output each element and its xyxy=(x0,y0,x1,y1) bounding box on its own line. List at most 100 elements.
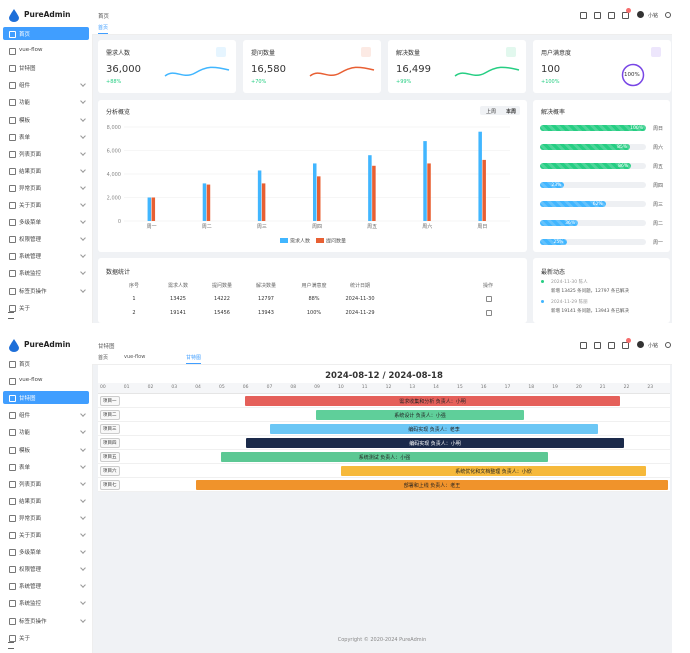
row-line xyxy=(98,463,670,464)
user-name[interactable]: 小铭 xyxy=(648,13,659,19)
tab[interactable]: 首页 xyxy=(98,24,109,34)
user-name[interactable]: 小铭 xyxy=(648,343,659,349)
header-icon[interactable] xyxy=(622,342,629,349)
menu-item[interactable]: 结果页面 xyxy=(3,494,89,507)
toggle-option[interactable]: 上周 xyxy=(486,109,497,115)
menu-item[interactable]: 组件 xyxy=(3,408,89,421)
progress-label: 85% xyxy=(617,144,628,150)
collapse-icon[interactable] xyxy=(8,642,14,649)
collapse-icon[interactable] xyxy=(8,312,14,319)
menu-text: vue-flow xyxy=(19,47,43,54)
toggle-option[interactable]: 本周 xyxy=(506,109,517,115)
menu-item[interactable]: 异常页面 xyxy=(3,511,89,524)
menu-text: 关于页面 xyxy=(19,203,42,209)
menu-item[interactable]: 表单 xyxy=(3,460,89,473)
menu-item[interactable]: 系统管理 xyxy=(3,249,89,262)
bar xyxy=(313,163,317,221)
card-value: 16,580 xyxy=(251,64,286,75)
menu-item[interactable]: 系统监控 xyxy=(3,266,89,279)
menu-text: 组件 xyxy=(19,83,31,90)
menu-item[interactable]: 功能 xyxy=(3,95,89,108)
gantt-panel: 2024-08-12 / 2024-08-18 00 01 02 03 04 05 06 07 0… xyxy=(98,365,670,492)
menu-item[interactable]: 权限管理 xyxy=(3,232,89,245)
tab[interactable]: 甘特图 xyxy=(186,354,202,364)
bar xyxy=(206,184,211,221)
menu-item[interactable]: 首页 xyxy=(3,27,89,40)
gantt-bar[interactable]: 编码实现 负责人：老李 xyxy=(270,424,598,434)
menu-item[interactable]: 结果页面 xyxy=(3,164,89,177)
settings-icon[interactable] xyxy=(665,342,671,348)
menu-item[interactable]: 异常页面 xyxy=(3,181,89,194)
header-icon[interactable] xyxy=(580,12,587,19)
settings-icon[interactable] xyxy=(665,12,671,18)
gantt-bar[interactable]: 需求收集和分析 负责人：小明 xyxy=(245,396,620,406)
hour-label: 16 xyxy=(480,385,487,390)
action-icon[interactable] xyxy=(486,310,492,316)
action-icon[interactable] xyxy=(486,296,492,302)
menu-item[interactable]: 多级菜单 xyxy=(3,215,89,228)
menu-item[interactable]: 系统管理 xyxy=(3,579,89,592)
menu-item[interactable]: 标签页操作 xyxy=(3,614,89,627)
badge xyxy=(626,338,631,343)
header-icon[interactable] xyxy=(608,12,615,19)
header-icon[interactable] xyxy=(608,342,615,349)
menu-item[interactable]: 多级菜单 xyxy=(3,545,89,558)
hour-label: 05 xyxy=(219,385,225,390)
gantt-bar[interactable]: 系统设计 负责人：小强 xyxy=(316,410,524,420)
gantt-bar[interactable]: 编码实现 负责人：小明 xyxy=(246,438,624,448)
menu-item[interactable]: 甘特图 xyxy=(3,391,89,405)
menu-item[interactable]: 甘特图 xyxy=(3,61,89,74)
progress-label: 23% xyxy=(551,182,562,188)
menu-text: 组件 xyxy=(19,413,31,420)
menu-text: 甘特图 xyxy=(19,66,36,73)
menu-item[interactable]: 列表页面 xyxy=(3,147,89,160)
menu-text: 系统监控 xyxy=(19,601,42,608)
tab[interactable]: 首页 xyxy=(98,355,109,361)
gantt-bar[interactable]: 系统测试 负责人：小强 xyxy=(221,452,548,462)
stat-card: 提问数量 16,580 +70% xyxy=(243,40,381,93)
menu-item[interactable]: 系统监控 xyxy=(3,596,89,609)
avatar[interactable] xyxy=(637,341,644,348)
menu-icon xyxy=(9,270,16,278)
menu-item[interactable]: 关于 xyxy=(3,631,89,644)
header-icon[interactable] xyxy=(594,12,601,19)
menu-item[interactable]: 关于 xyxy=(3,301,89,314)
menu-item[interactable]: 列表页面 xyxy=(3,477,89,490)
menu-item[interactable]: 组件 xyxy=(3,78,89,91)
sparkline xyxy=(454,66,520,77)
row-label: 项目七 xyxy=(100,480,120,490)
menu-item[interactable]: 表单 xyxy=(3,130,89,143)
hour-label: 22 xyxy=(623,385,630,390)
menu-text: 表单 xyxy=(19,134,31,141)
menu-icon xyxy=(9,236,16,244)
bar-label: 编码实现 负责人：老李 xyxy=(408,427,460,433)
menu-item[interactable]: 标签页操作 xyxy=(3,284,89,297)
row-label: 项目二 xyxy=(100,410,120,420)
menu-item[interactable]: 关于页面 xyxy=(3,528,89,541)
menu-item[interactable]: 权限管理 xyxy=(3,562,89,575)
menu-icon xyxy=(9,429,16,437)
tab[interactable]: vue-flow xyxy=(124,354,146,360)
menu-item[interactable]: 功能 xyxy=(3,425,89,438)
header-icon[interactable] xyxy=(622,12,629,19)
card-title: 用户满意度 xyxy=(541,50,572,57)
menu-icon xyxy=(9,287,16,295)
menu-item[interactable]: 模板 xyxy=(3,113,89,126)
menu-item[interactable]: 模板 xyxy=(3,443,89,456)
menu-item[interactable]: vue-flow xyxy=(3,44,89,57)
gantt-bar[interactable]: 部署和上线 负责人：老王 xyxy=(196,480,668,490)
menu-item[interactable]: vue-flow xyxy=(3,374,89,387)
row-line xyxy=(98,407,670,408)
menu-text: 权限管理 xyxy=(19,567,42,574)
gantt-bar[interactable]: 系统优化和文档整理 负责人：小欣 xyxy=(341,466,646,476)
header-icon[interactable] xyxy=(594,342,601,349)
graphic xyxy=(621,63,645,87)
row-line xyxy=(98,421,670,422)
avatar[interactable] xyxy=(637,11,644,18)
bar xyxy=(427,163,431,221)
menu-item[interactable]: 关于页面 xyxy=(3,198,89,211)
menu-item[interactable]: 首页 xyxy=(3,357,89,370)
header-icon[interactable] xyxy=(580,342,587,349)
progress-track: 36% xyxy=(540,220,646,226)
hour-label: 02 xyxy=(147,385,154,390)
